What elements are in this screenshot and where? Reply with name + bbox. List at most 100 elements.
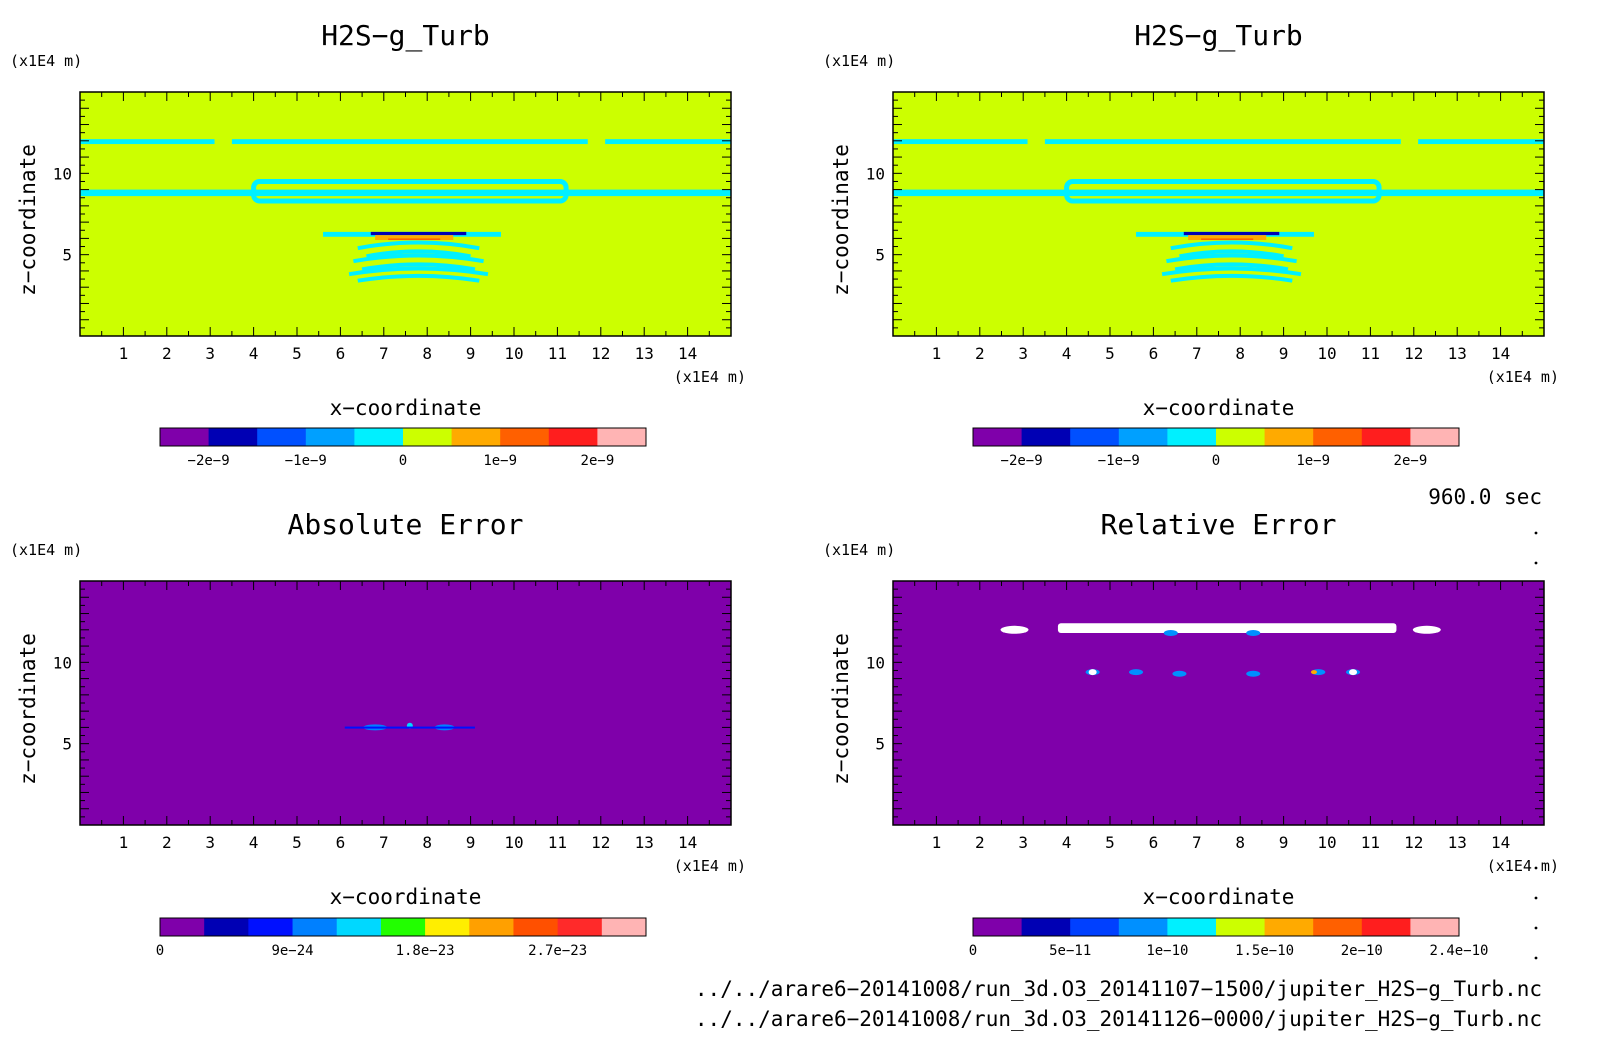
colorbar-swatch xyxy=(1021,428,1071,446)
x-axis-label: x−coordinate xyxy=(330,396,482,420)
y-tick-label: 5 xyxy=(62,246,72,265)
x-tick-label: 2 xyxy=(975,344,985,363)
file-path: ../../arare6−20141008/run_3d.O3_20141107… xyxy=(695,977,1542,1001)
y-tick-label: 5 xyxy=(875,735,885,754)
colorbar-swatch xyxy=(973,918,1023,936)
colorbar-swatch xyxy=(1264,918,1314,936)
x-tick-label: 14 xyxy=(678,833,697,852)
colorbar: −2e−9 −1e−9 0 1e−9 2e−9 xyxy=(159,427,647,469)
colorbar-label: 0 xyxy=(399,453,407,469)
panel-2: H2S−g_Turb(x1E4 m)1 2 3 4 5 6 7 8 9 10 11 12 13 14510… xyxy=(823,19,1559,469)
x-tick-label: 12 xyxy=(1404,833,1423,852)
colorbar-swatch xyxy=(1313,918,1363,936)
edge-dot xyxy=(1534,866,1538,870)
field-background xyxy=(80,581,731,825)
y-tick-label: 5 xyxy=(875,246,885,265)
error-blob xyxy=(1163,630,1178,637)
contour-arc xyxy=(1170,273,1293,283)
x-tick-label: 8 xyxy=(422,833,432,852)
plot-area xyxy=(893,581,1544,825)
error-blob xyxy=(1349,669,1358,676)
x-tick-label: 6 xyxy=(336,833,346,852)
colorbar-frame xyxy=(159,427,647,447)
colorbar-frame xyxy=(159,917,647,937)
y-tick-label: 10 xyxy=(866,164,885,183)
x-tick-label: 8 xyxy=(1235,344,1245,363)
colorbar-swatch xyxy=(1361,918,1411,936)
x-axis-label: x−coordinate xyxy=(330,885,482,909)
x-tick-label: 11 xyxy=(1361,833,1380,852)
contour-arc xyxy=(1170,240,1293,251)
x-axis-label: x−coordinate xyxy=(1143,396,1295,420)
contour-band xyxy=(1064,178,1382,204)
colorbar-swatch xyxy=(292,918,338,936)
x-tick-label: 14 xyxy=(678,344,697,363)
contour-band xyxy=(231,139,588,145)
colorbar: 0 9e−24 1.8e−23 2.7e−23 xyxy=(156,917,647,959)
error-blob xyxy=(1246,630,1261,637)
colorbar-swatch xyxy=(1410,428,1460,446)
panel-1: H2S−g_Turb(x1E4 m)1 2 3 4 5 6 7 8 9 10 11 12 13 14510… xyxy=(10,19,746,469)
contour-band xyxy=(80,189,731,197)
colorbar-label: 1e−9 xyxy=(483,453,517,469)
x-tick-label: 10 xyxy=(504,833,523,852)
x-tick-label: 3 xyxy=(205,344,215,363)
x-tick-label: 8 xyxy=(422,344,432,363)
y-tick-label: 10 xyxy=(866,653,885,672)
y-tick-label: 10 xyxy=(53,653,72,672)
x-tick-label: 4 xyxy=(1062,833,1072,852)
x-tick-label: 13 xyxy=(635,344,654,363)
colorbar-swatch xyxy=(1313,428,1363,446)
colorbar-label: 2.4e−10 xyxy=(1429,943,1488,959)
error-blob xyxy=(1310,670,1317,675)
x-tick-label: 9 xyxy=(1279,344,1289,363)
x-tick-label: 7 xyxy=(379,344,389,363)
contour-arc xyxy=(1161,266,1302,277)
colorbar-label: 2e−9 xyxy=(1394,453,1428,469)
x-unit-label: (x1E4 m) xyxy=(1487,857,1559,875)
contour-core xyxy=(1183,231,1280,236)
y-unit-label: (x1E4 m) xyxy=(823,541,895,559)
y-axis-label: z−coordinate xyxy=(16,633,40,785)
edge-dot xyxy=(1534,896,1538,900)
contour-band xyxy=(893,189,1544,197)
colorbar-label: 2e−9 xyxy=(581,453,615,469)
contour-arc xyxy=(353,253,484,264)
contour-band xyxy=(251,178,569,204)
contour-core xyxy=(1201,238,1254,241)
colorbar-label: 1e−9 xyxy=(1296,453,1330,469)
colorbar-frame xyxy=(972,427,1460,447)
colorbar-swatch xyxy=(451,428,501,446)
colorbar-frame xyxy=(972,917,1460,937)
contour-core xyxy=(370,231,467,236)
x-tick-label: 9 xyxy=(466,344,476,363)
colorbar-swatch xyxy=(513,918,559,936)
field-background xyxy=(893,92,1544,336)
colorbar-label: 2.7e−23 xyxy=(528,943,587,959)
error-blob xyxy=(1172,670,1187,677)
colorbar-swatch xyxy=(425,918,470,936)
y-tick-label: 10 xyxy=(53,164,72,183)
contour-core xyxy=(375,235,454,241)
x-tick-label: 1 xyxy=(932,344,942,363)
panel-4: Relative Error(x1E4 m)1 2 3 4 5 6 7 8 9 10 11 12 13 1… xyxy=(823,508,1559,959)
contour-band xyxy=(1044,139,1401,145)
colorbar-swatch xyxy=(1216,918,1266,936)
colorbar-swatch xyxy=(208,428,258,446)
x-tick-label: 5 xyxy=(292,833,302,852)
y-tick-label: 5 xyxy=(62,735,72,754)
x-tick-label: 2 xyxy=(162,833,172,852)
colorbar-swatch xyxy=(1070,428,1120,446)
colorbar-swatch xyxy=(160,918,205,936)
colorbar-swatch xyxy=(1216,428,1266,446)
y-axis-label: z−coordinate xyxy=(16,144,40,296)
colorbar-swatch xyxy=(557,918,603,936)
field-background xyxy=(80,92,731,336)
x-tick-label: 11 xyxy=(548,344,567,363)
x-tick-label: 6 xyxy=(1149,344,1159,363)
colorbar-swatch xyxy=(1118,918,1168,936)
contour-arc xyxy=(366,249,471,259)
x-tick-label: 1 xyxy=(932,833,942,852)
colorbar-swatch xyxy=(500,428,550,446)
x-tick-label: 13 xyxy=(1448,833,1467,852)
